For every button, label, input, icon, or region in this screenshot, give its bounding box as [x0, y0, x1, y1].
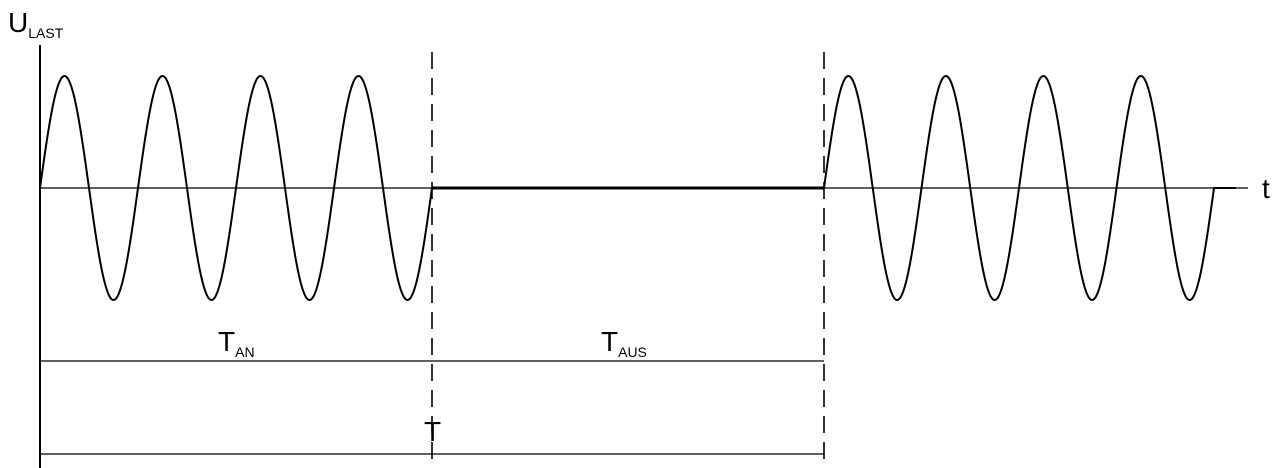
sine-wave-on-phase-1 — [39, 74, 433, 302]
period-label: T — [424, 416, 441, 447]
t-on-label: TAN — [218, 326, 255, 360]
x-axis-label: t — [1262, 173, 1270, 204]
t-off-label: TAUS — [601, 326, 647, 360]
y-axis-label: ULAST — [8, 7, 64, 41]
sine-wave-on-phase-2 — [823, 74, 1236, 302]
